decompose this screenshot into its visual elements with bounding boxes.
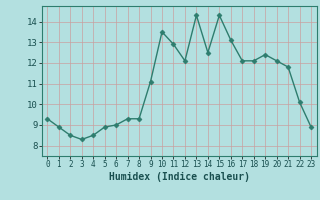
X-axis label: Humidex (Indice chaleur): Humidex (Indice chaleur): [109, 172, 250, 182]
